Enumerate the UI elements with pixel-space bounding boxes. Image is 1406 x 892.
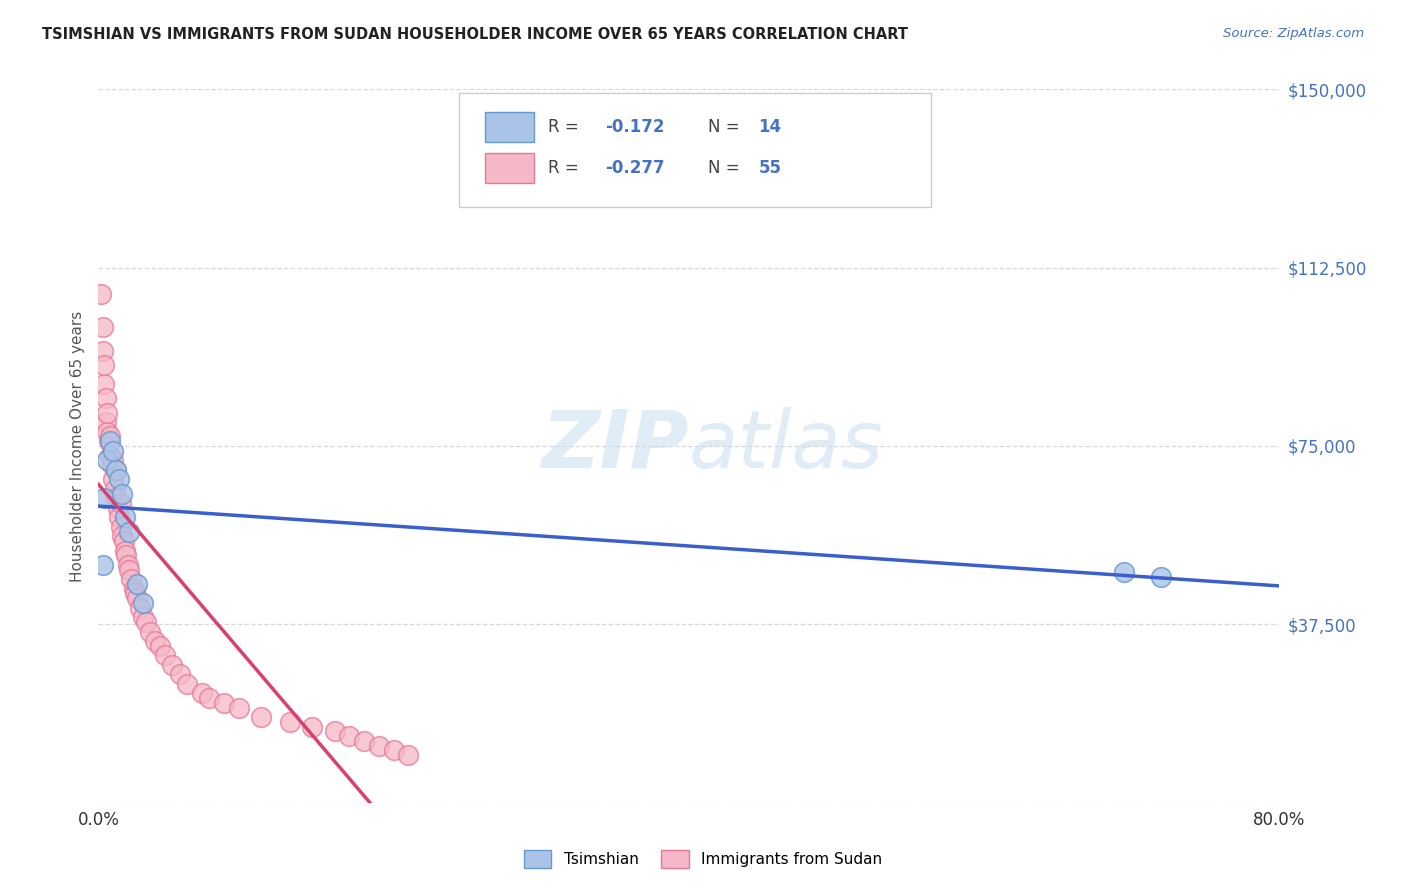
Point bbox=[103, 443, 125, 458]
Point bbox=[94, 415, 117, 429]
Point bbox=[115, 549, 138, 563]
Text: atlas: atlas bbox=[689, 407, 884, 485]
FancyBboxPatch shape bbox=[458, 93, 931, 207]
Text: ZIP: ZIP bbox=[541, 407, 689, 485]
Point bbox=[323, 724, 346, 739]
Text: -0.277: -0.277 bbox=[605, 159, 665, 177]
Point bbox=[176, 677, 198, 691]
Point bbox=[1150, 570, 1173, 584]
Text: TSIMSHIAN VS IMMIGRANTS FROM SUDAN HOUSEHOLDER INCOME OVER 65 YEARS CORRELATION : TSIMSHIAN VS IMMIGRANTS FROM SUDAN HOUSE… bbox=[42, 27, 908, 42]
Text: 55: 55 bbox=[759, 159, 782, 177]
Point bbox=[118, 524, 141, 539]
Point bbox=[105, 463, 128, 477]
Point bbox=[191, 686, 214, 700]
Point bbox=[382, 743, 405, 757]
Y-axis label: Householder Income Over 65 years: Householder Income Over 65 years bbox=[69, 310, 84, 582]
Point bbox=[110, 520, 132, 534]
Point bbox=[337, 729, 360, 743]
Point bbox=[103, 472, 125, 486]
Bar bbox=[485, 112, 534, 142]
Text: R =: R = bbox=[548, 159, 585, 177]
Bar bbox=[485, 153, 534, 183]
Point bbox=[198, 691, 221, 706]
Point bbox=[103, 453, 125, 467]
Point bbox=[139, 624, 162, 639]
Point bbox=[228, 700, 250, 714]
Text: N =: N = bbox=[707, 118, 745, 136]
Text: -0.172: -0.172 bbox=[605, 118, 665, 136]
Point bbox=[132, 610, 155, 624]
Point bbox=[100, 458, 122, 472]
Point bbox=[143, 634, 166, 648]
Point bbox=[91, 558, 114, 572]
Point bbox=[111, 486, 134, 500]
Point bbox=[169, 667, 191, 681]
Point bbox=[368, 739, 391, 753]
Point bbox=[93, 491, 115, 506]
Point bbox=[250, 710, 273, 724]
Point bbox=[110, 496, 132, 510]
Point bbox=[396, 748, 419, 763]
Point bbox=[96, 406, 118, 420]
Point bbox=[114, 543, 136, 558]
Text: Source: ZipAtlas.com: Source: ZipAtlas.com bbox=[1223, 27, 1364, 40]
Point bbox=[128, 600, 150, 615]
Point bbox=[114, 510, 136, 524]
Text: 14: 14 bbox=[759, 118, 782, 136]
Point bbox=[1114, 565, 1136, 579]
Point bbox=[104, 482, 127, 496]
Point bbox=[111, 529, 134, 543]
Point bbox=[105, 463, 128, 477]
Point bbox=[124, 586, 146, 600]
Point bbox=[93, 377, 115, 392]
Point bbox=[94, 392, 117, 406]
Point bbox=[117, 558, 139, 572]
Point bbox=[96, 425, 118, 439]
Point bbox=[135, 615, 157, 629]
Point bbox=[125, 577, 148, 591]
Point bbox=[162, 657, 183, 672]
Point bbox=[96, 453, 118, 467]
Point bbox=[108, 472, 131, 486]
Text: N =: N = bbox=[707, 159, 745, 177]
Legend: Tsimshian, Immigrants from Sudan: Tsimshian, Immigrants from Sudan bbox=[516, 843, 890, 875]
Point bbox=[91, 343, 114, 358]
Point bbox=[153, 648, 176, 663]
Point bbox=[98, 434, 121, 449]
Point bbox=[91, 320, 114, 334]
Point bbox=[93, 358, 115, 372]
Point bbox=[278, 714, 302, 729]
Point bbox=[149, 639, 172, 653]
Point bbox=[132, 596, 155, 610]
Point bbox=[105, 491, 128, 506]
Point bbox=[120, 572, 142, 586]
Point bbox=[122, 582, 145, 596]
Point bbox=[112, 534, 135, 549]
Point bbox=[118, 563, 141, 577]
Point bbox=[301, 720, 323, 734]
Point bbox=[125, 591, 148, 606]
Point bbox=[90, 286, 112, 301]
Point bbox=[353, 734, 375, 748]
Point bbox=[97, 434, 120, 449]
Text: R =: R = bbox=[548, 118, 585, 136]
Point bbox=[107, 500, 129, 515]
Point bbox=[212, 696, 235, 710]
Point bbox=[108, 510, 131, 524]
Point bbox=[98, 449, 121, 463]
Point bbox=[98, 429, 121, 443]
